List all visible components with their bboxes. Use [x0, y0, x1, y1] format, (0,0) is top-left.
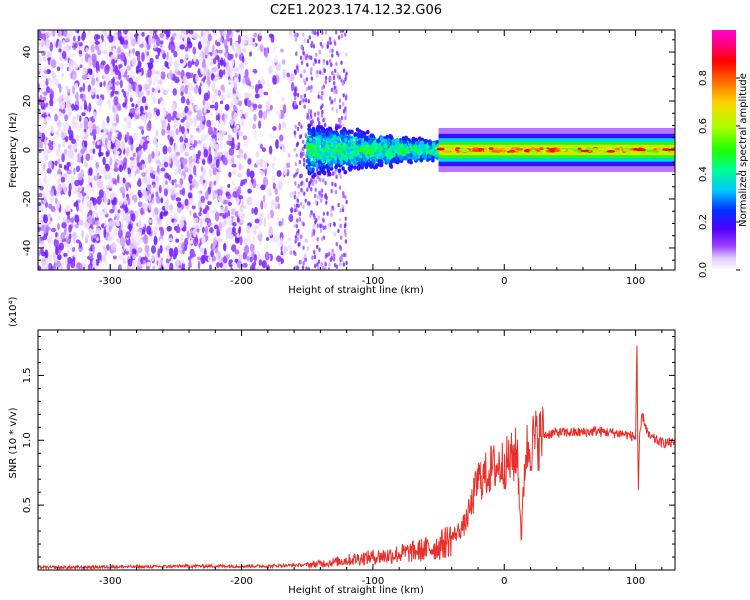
snr-x-tick-label: 100 — [626, 576, 645, 587]
snr-x-tick-label: -300 — [99, 576, 122, 587]
colorbar-tick-label: 0.0 — [698, 262, 709, 278]
chart-title: C2E1.2023.174.12.32.G06 — [270, 3, 442, 18]
spectrogram-x-tick-label: -100 — [362, 276, 385, 287]
spectrogram-x-tick-label: -300 — [99, 276, 122, 287]
snr-plot-area — [38, 330, 675, 570]
snr-frame — [37, 329, 676, 571]
snr-x-tick-label: -100 — [362, 576, 385, 587]
colorbar-ticks: 0.0 0.2 0.4 0.6 0.8 — [698, 70, 740, 278]
colorbar-label: Normalized spectral amplitude — [738, 73, 749, 227]
spectrogram-y-axis-label: Frequency (Hz) — [8, 112, 19, 188]
snr-x-ticks: -300 -200 -100 0 100 — [57, 330, 663, 587]
spectrogram-x-ticks: -300 -200 -100 0 100 — [57, 30, 663, 287]
spectrogram-y-tick-label: -40 — [22, 240, 33, 256]
colorbar-tick-label: 0.6 — [698, 118, 709, 134]
spectrogram-x-axis-label: Height of straight line (km) — [288, 285, 424, 296]
spectrogram-x-tick-label: 100 — [626, 276, 645, 287]
spectrogram-y-tick-label: 40 — [22, 46, 33, 59]
spectrogram-y-tick-label: 0 — [22, 147, 33, 153]
snr-x-tick-label: 0 — [501, 576, 507, 587]
spectrogram-x-tick-label: 0 — [501, 276, 507, 287]
spectrogram-y-tick-label: -20 — [22, 191, 33, 207]
snr-y-ticks: 0.5 1.0 1.5 — [22, 335, 675, 558]
spectrogram-panel — [38, 30, 675, 270]
colorbar-tick-label: 0.4 — [698, 166, 709, 182]
snr-y-tick-label: 1.5 — [22, 367, 33, 383]
snr-x-axis-label: Height of straight line (km) — [288, 585, 424, 596]
spectrogram-y-tick-label: 20 — [22, 95, 33, 108]
colorbar — [712, 30, 736, 270]
snr-x-tick-label: -200 — [230, 576, 253, 587]
snr-y-axis-label: SNR (10 * v/v) — [8, 407, 19, 478]
snr-y-tick-label: 1.0 — [22, 432, 33, 448]
snr-y-tick-label: 0.5 — [22, 497, 33, 513]
spectrogram-x-tick-label: -200 — [230, 276, 253, 287]
colorbar-tick-label: 0.8 — [698, 70, 709, 86]
colorbar-tick-label: 0.2 — [698, 214, 709, 230]
snr-series-line — [38, 345, 675, 570]
snr-y-multiplier: (x10⁴) — [8, 296, 19, 327]
spectrogram-y-ticks: -40 -20 0 20 40 — [22, 39, 675, 261]
